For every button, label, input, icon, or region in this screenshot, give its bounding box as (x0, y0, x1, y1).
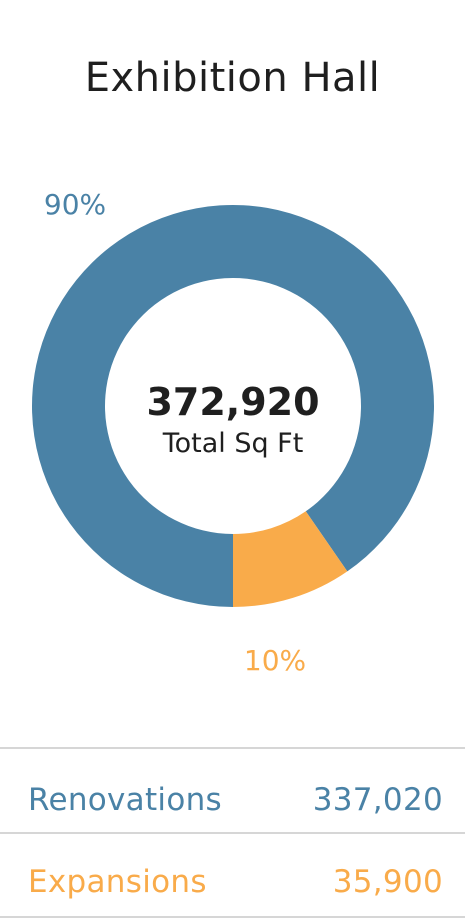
donut-slice-expansions (233, 511, 348, 607)
legend-label-renovations: Renovations (28, 782, 223, 818)
legend-divider-bottom (0, 916, 465, 918)
legend-label-expansions: Expansions (28, 864, 207, 900)
legend-divider-middle (0, 832, 465, 834)
chart-title: Exhibition Hall (84, 55, 381, 101)
percent-label-expansions: 10% (244, 644, 306, 677)
center-caption: Total Sq Ft (162, 428, 304, 459)
percent-label-renovations: 90% (44, 188, 106, 221)
donut-chart: 90% 10% 372,920 Total Sq Ft (32, 188, 435, 677)
legend-value-renovations: 337,020 (312, 782, 443, 818)
donut-slices (32, 204, 435, 607)
donut-slice-renovations (32, 204, 435, 607)
legend-row-expansions: Expansions 35,900 (0, 842, 465, 922)
legend-value-expansions: 35,900 (332, 864, 443, 900)
legend-row-renovations: Renovations 337,020 (0, 760, 465, 840)
legend-divider-top (0, 747, 465, 749)
center-total: 372,920 (146, 380, 319, 424)
